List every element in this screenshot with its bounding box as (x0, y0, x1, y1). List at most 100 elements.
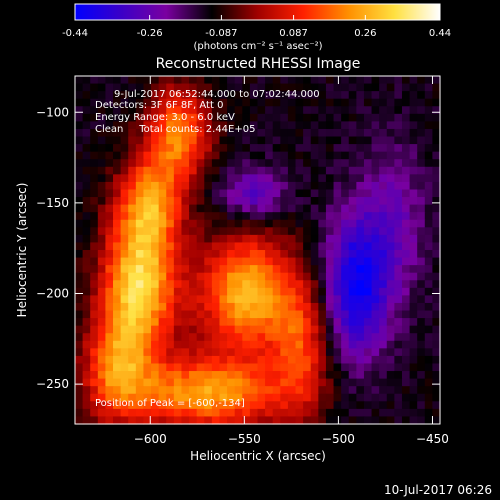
heatmap-cell (386, 302, 395, 312)
heatmap-cell (204, 371, 213, 380)
heatmap-cell (272, 250, 281, 259)
heatmap-cell (151, 106, 160, 115)
heatmap-cell (379, 295, 388, 304)
heatmap-cell (386, 227, 395, 236)
heatmap-cell (287, 393, 297, 402)
heatmap-cell (196, 242, 205, 251)
heatmap-cell (227, 280, 236, 289)
heatmap-cell (265, 393, 274, 402)
heatmap-cell (120, 325, 129, 334)
heatmap-cell (257, 144, 266, 153)
heatmap-cell (189, 227, 198, 236)
heatmap-cell (173, 242, 183, 251)
heatmap-cell (189, 408, 198, 418)
heatmap-cell (287, 302, 297, 312)
heatmap-cell (211, 371, 221, 380)
x-tick-label: −450 (416, 432, 449, 446)
heatmap-cell (219, 219, 228, 228)
heatmap-cell (363, 197, 373, 206)
heatmap-cell (394, 401, 403, 410)
heatmap-cell (242, 83, 251, 92)
heatmap-cell (265, 83, 274, 92)
heatmap-cell (341, 295, 350, 304)
heatmap-cell (379, 181, 388, 191)
heatmap-cell (409, 302, 418, 312)
heatmap-cell (82, 98, 91, 107)
heatmap-cell (120, 318, 129, 327)
heatmap-cell (417, 318, 426, 327)
heatmap-cell (409, 250, 418, 259)
heatmap-cell (82, 340, 91, 349)
heatmap-cell (113, 386, 122, 395)
heatmap-cell (280, 371, 289, 380)
heatmap-cell (310, 302, 319, 312)
heatmap-cell (219, 91, 228, 100)
heatmap-cell (295, 181, 304, 191)
heatmap-cell (272, 106, 281, 115)
heatmap-cell (333, 393, 342, 402)
heatmap-cell (219, 355, 228, 365)
heatmap-cell (348, 393, 357, 402)
heatmap-cell (394, 83, 403, 92)
heatmap-cell (333, 212, 342, 221)
heatmap-cell (173, 318, 183, 327)
heatmap-cell (158, 310, 167, 319)
heatmap-cell (82, 219, 91, 228)
heatmap-cell (371, 189, 380, 198)
heatmap-cell (409, 363, 418, 372)
heatmap-cell (287, 378, 297, 387)
heatmap-cell (401, 393, 411, 402)
heatmap-cell (417, 257, 426, 266)
heatmap-cell (401, 265, 411, 274)
heatmap-cell (120, 401, 129, 410)
heatmap-cell (211, 227, 221, 236)
heatmap-cell (143, 295, 152, 304)
heatmap-cell (310, 144, 319, 153)
heatmap-cell (75, 136, 84, 145)
heatmap-cell (219, 212, 228, 221)
colorbar-unit-label: (photons cm⁻² s⁻¹ asec⁻²) (193, 41, 322, 52)
heatmap-cell (280, 265, 289, 274)
heatmap-cell (272, 348, 281, 357)
heatmap-cell (166, 363, 175, 372)
heatmap-cell (90, 151, 99, 160)
heatmap-cell (181, 227, 190, 236)
heatmap-cell (371, 76, 380, 85)
heatmap-cell (356, 204, 365, 213)
heatmap-cell (417, 371, 426, 380)
heatmap-cell (325, 318, 335, 327)
heatmap-cell (386, 363, 395, 372)
heatmap-cell (204, 128, 213, 138)
heatmap-cell (341, 212, 350, 221)
heatmap-cell (348, 408, 357, 418)
heatmap-cell (318, 174, 327, 183)
heatmap-cell (386, 204, 395, 213)
heatmap-cell (424, 174, 433, 183)
heatmap-cell (303, 204, 312, 213)
heatmap-cell (105, 265, 114, 274)
heatmap-cell (424, 212, 433, 221)
heatmap-cell (280, 302, 289, 312)
heatmap-cell (90, 76, 99, 85)
heatmap-cell (386, 121, 395, 130)
heatmap-cell (151, 355, 160, 365)
heatmap-cell (333, 91, 342, 100)
heatmap-cell (135, 212, 145, 221)
heatmap-cell (379, 76, 388, 85)
heatmap-cell (82, 159, 91, 168)
heatmap-cell (379, 204, 388, 213)
heatmap-cell (310, 151, 319, 160)
heatmap-cell (219, 136, 228, 145)
heatmap-cell (409, 174, 418, 183)
heatmap-cell (249, 83, 259, 92)
heatmap-cell (348, 144, 357, 153)
heatmap-cell (401, 242, 411, 251)
heatmap-cell (128, 106, 137, 115)
heatmap-cell (143, 227, 152, 236)
heatmap-cell (204, 151, 213, 160)
heatmap-cell (265, 204, 274, 213)
heatmap-cell (128, 204, 137, 213)
heatmap-cell (333, 227, 342, 236)
heatmap-cell (333, 333, 342, 342)
